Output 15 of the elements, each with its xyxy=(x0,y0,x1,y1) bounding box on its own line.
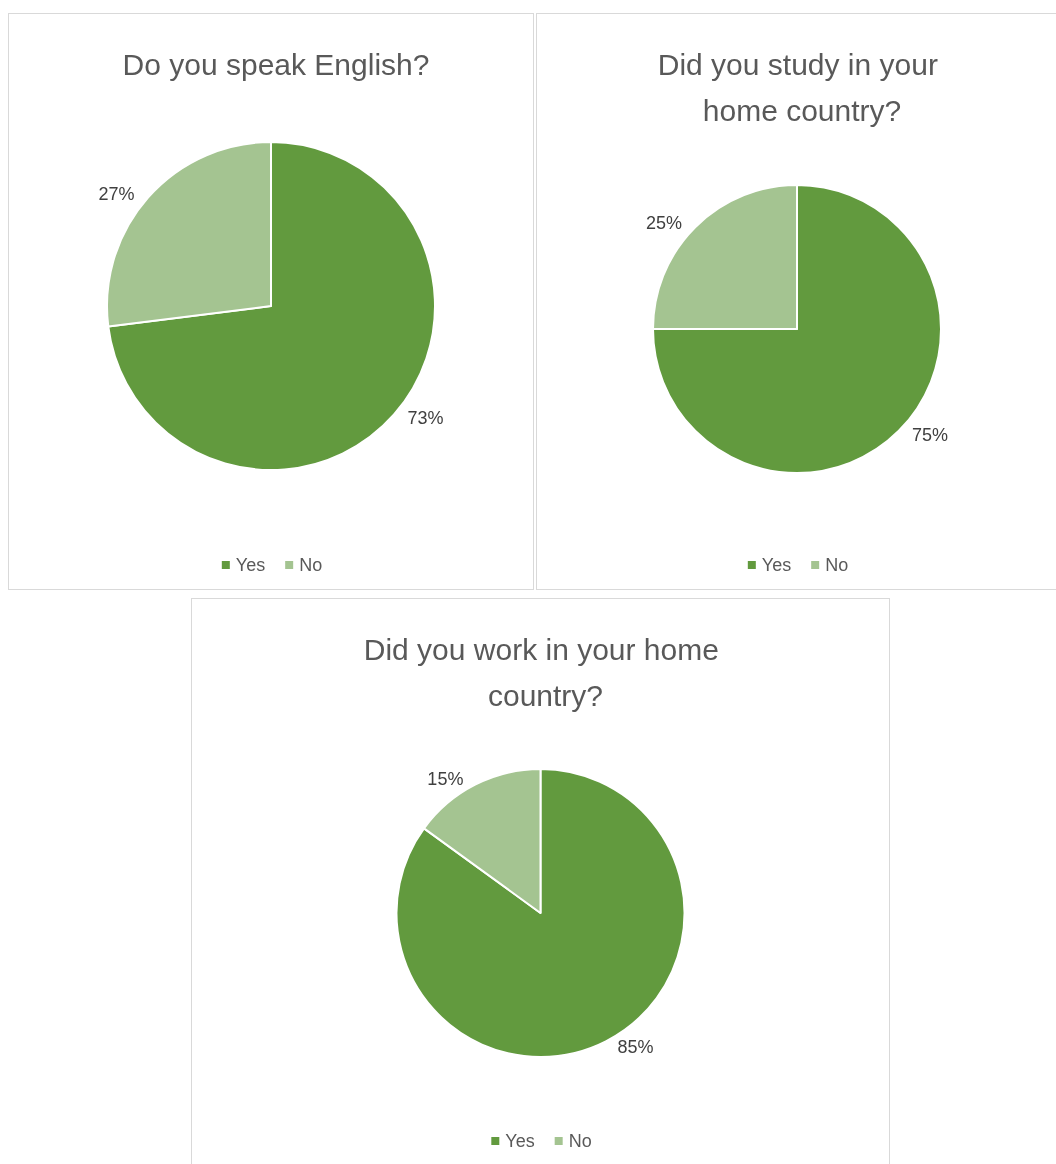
data-label: 73% xyxy=(407,408,444,429)
data-label: 15% xyxy=(427,769,464,790)
chart-title: Did you study in your home country? xyxy=(657,47,947,127)
data-label: 85% xyxy=(617,1036,654,1057)
legend-label: No xyxy=(568,1131,592,1151)
chart-title: Did you work in your home country? xyxy=(363,632,728,712)
legend-label: Yes xyxy=(505,1131,535,1151)
data-label: 25% xyxy=(645,212,682,233)
legend-label: No xyxy=(825,555,849,575)
data-label: 27% xyxy=(98,183,135,204)
data-label: 75% xyxy=(912,425,949,446)
legend-label: Yes xyxy=(761,555,792,575)
legend-label: No xyxy=(299,555,323,575)
chart-title: Do you speak English? xyxy=(122,47,430,81)
legend-label: Yes xyxy=(235,555,266,575)
